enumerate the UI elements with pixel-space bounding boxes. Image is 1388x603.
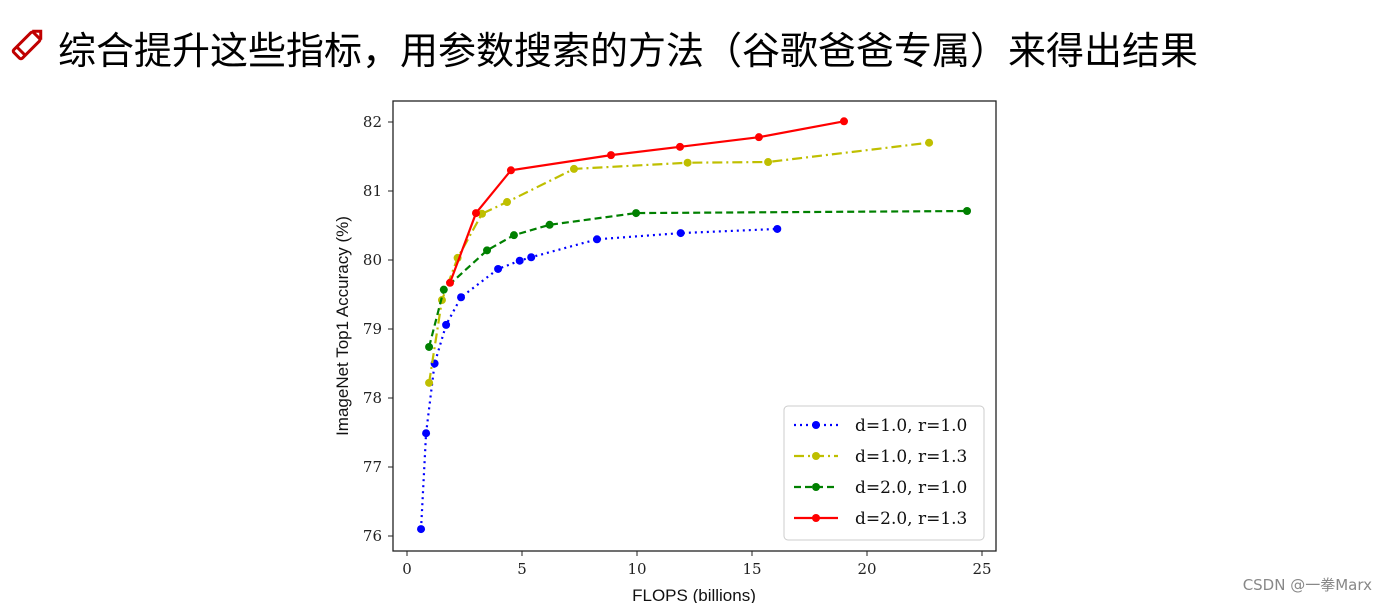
data-point <box>509 231 518 240</box>
legend-marker <box>812 514 820 522</box>
legend-label: d=1.0, r=1.3 <box>855 447 967 467</box>
legend-label: d=1.0, r=1.0 <box>855 416 967 436</box>
y-tick-label: 81 <box>363 182 382 200</box>
series-2 <box>425 138 934 387</box>
x-tick-label: 15 <box>742 560 761 578</box>
y-tick-label: 77 <box>363 458 382 476</box>
data-point <box>425 378 434 387</box>
x-axis-label: FLOPS (billions) <box>632 586 756 603</box>
data-point <box>425 342 434 351</box>
y-tick-label: 80 <box>363 251 382 269</box>
y-tick-label: 79 <box>363 320 382 338</box>
data-point <box>442 320 451 329</box>
series-4 <box>446 117 848 287</box>
data-point <box>472 209 480 218</box>
data-point <box>840 117 848 126</box>
data-point <box>925 138 934 147</box>
data-point <box>503 198 512 207</box>
data-point <box>592 235 601 244</box>
legend-marker <box>812 452 820 460</box>
data-point <box>422 429 431 438</box>
series-line <box>428 209 968 348</box>
x-tick-label: 20 <box>857 560 876 578</box>
x-tick-label: 0 <box>402 560 412 578</box>
series-1 <box>417 224 782 534</box>
legend-label: d=2.0, r=1.3 <box>855 509 967 529</box>
data-point <box>446 278 455 287</box>
slide-title: 综合提升这些指标，用参数搜索的方法（谷歌爸爸专属）来得出结果 <box>58 29 1199 73</box>
data-point <box>457 293 466 302</box>
data-point <box>506 166 515 175</box>
y-axis-label: ImageNet Top1 Accuracy (%) <box>333 216 352 436</box>
pencil-icon <box>11 29 43 61</box>
data-point <box>439 285 448 294</box>
y-tick-label: 78 <box>363 389 382 407</box>
x-tick-label: 5 <box>517 560 527 578</box>
series-line <box>419 227 778 530</box>
data-point <box>494 264 503 273</box>
x-tick-label: 25 <box>972 560 991 578</box>
legend-marker <box>812 421 820 429</box>
data-point <box>676 229 685 238</box>
data-point <box>527 253 536 262</box>
data-point <box>676 142 685 151</box>
legend-label: d=2.0, r=1.0 <box>855 478 967 498</box>
data-point <box>754 133 763 142</box>
series-3 <box>425 207 972 351</box>
data-point <box>545 220 554 229</box>
legend-marker <box>812 483 820 491</box>
watermark: CSDN @一拳Marx <box>1242 576 1372 594</box>
x-tick-label: 10 <box>627 560 646 578</box>
plot-frame <box>392 100 997 552</box>
data-point <box>477 209 486 218</box>
legend: d=1.0, r=1.0 d=1.0, r=1.3 d=2.0, r=1.0 d=2.… <box>783 405 985 541</box>
y-tick-label: 76 <box>363 527 382 545</box>
data-point <box>773 224 782 233</box>
data-point <box>417 525 426 534</box>
data-point <box>764 158 773 167</box>
y-tick-label: 82 <box>363 113 382 131</box>
data-point <box>607 151 616 160</box>
data-point <box>569 164 578 173</box>
data-point <box>963 207 972 216</box>
data-point <box>632 209 641 218</box>
data-point <box>515 256 524 265</box>
data-point <box>483 246 492 255</box>
data-point <box>683 158 692 167</box>
